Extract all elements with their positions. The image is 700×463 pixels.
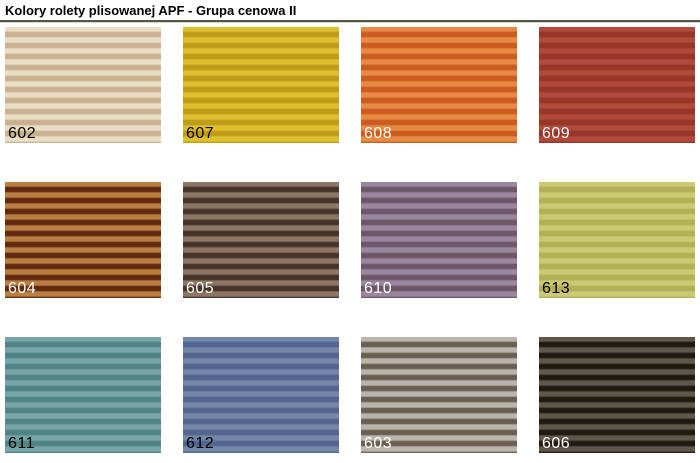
swatch-tile-609: 609 bbox=[539, 27, 695, 143]
swatch-code-label: 605 bbox=[186, 279, 215, 297]
swatch-code-label: 608 bbox=[364, 124, 393, 142]
swatch-code-label: 606 bbox=[542, 434, 571, 452]
swatch-code-label: 604 bbox=[8, 279, 37, 297]
swatch-code-label: 612 bbox=[186, 434, 215, 452]
swatch-code-label: 609 bbox=[542, 124, 571, 142]
swatch-code-label: 607 bbox=[186, 124, 215, 142]
swatch-code-label: 610 bbox=[364, 279, 393, 297]
swatch-tile-604: 604 bbox=[5, 182, 161, 298]
swatch-tile-605: 605 bbox=[183, 182, 339, 298]
swatch-grid: 602 607 608 609 604 605 610 613 611 612 603 606 bbox=[5, 27, 695, 453]
swatch-tile-611: 611 bbox=[5, 337, 161, 453]
swatch-code-label: 613 bbox=[542, 279, 571, 297]
swatch-code-label: 603 bbox=[364, 434, 393, 452]
page-title: Kolory rolety plisowanej APF - Grupa cen… bbox=[5, 3, 297, 18]
swatch-code-label: 602 bbox=[8, 124, 37, 142]
swatch-code-label: 611 bbox=[8, 434, 36, 452]
swatch-tile-602: 602 bbox=[5, 27, 161, 143]
swatch-tile-612: 612 bbox=[183, 337, 339, 453]
swatch-tile-608: 608 bbox=[361, 27, 517, 143]
swatch-tile-603: 603 bbox=[361, 337, 517, 453]
swatch-tile-606: 606 bbox=[539, 337, 695, 453]
swatch-tile-613: 613 bbox=[539, 182, 695, 298]
swatch-tile-610: 610 bbox=[361, 182, 517, 298]
swatch-tile-607: 607 bbox=[183, 27, 339, 143]
title-divider bbox=[0, 20, 700, 23]
